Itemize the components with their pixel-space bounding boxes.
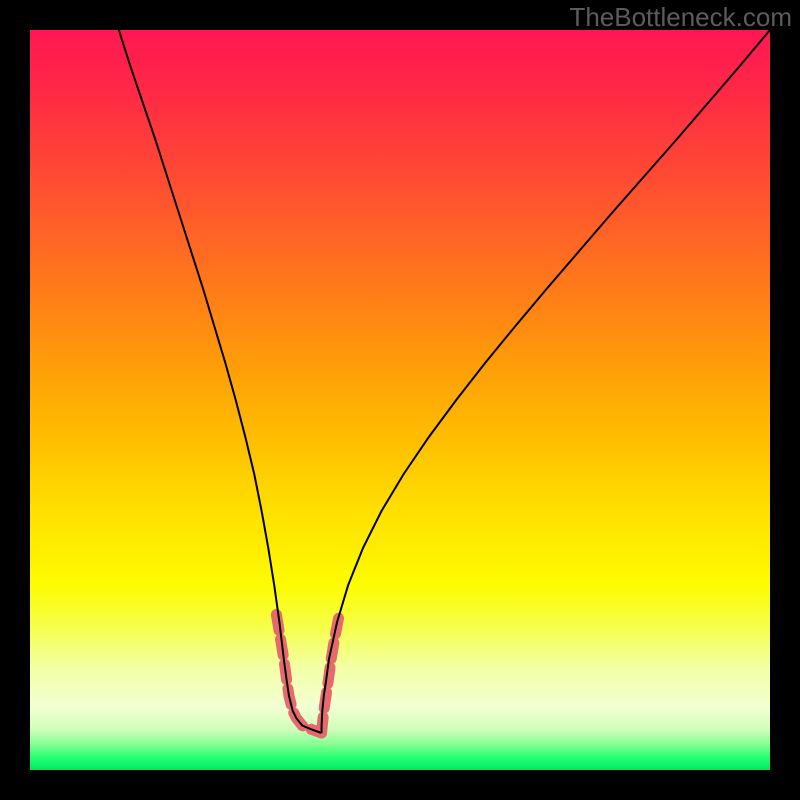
chart-frame: TheBottleneck.com: [0, 0, 800, 800]
plot-area: [30, 30, 770, 770]
watermark-text: TheBottleneck.com: [569, 2, 792, 33]
curves-layer: [30, 30, 770, 770]
